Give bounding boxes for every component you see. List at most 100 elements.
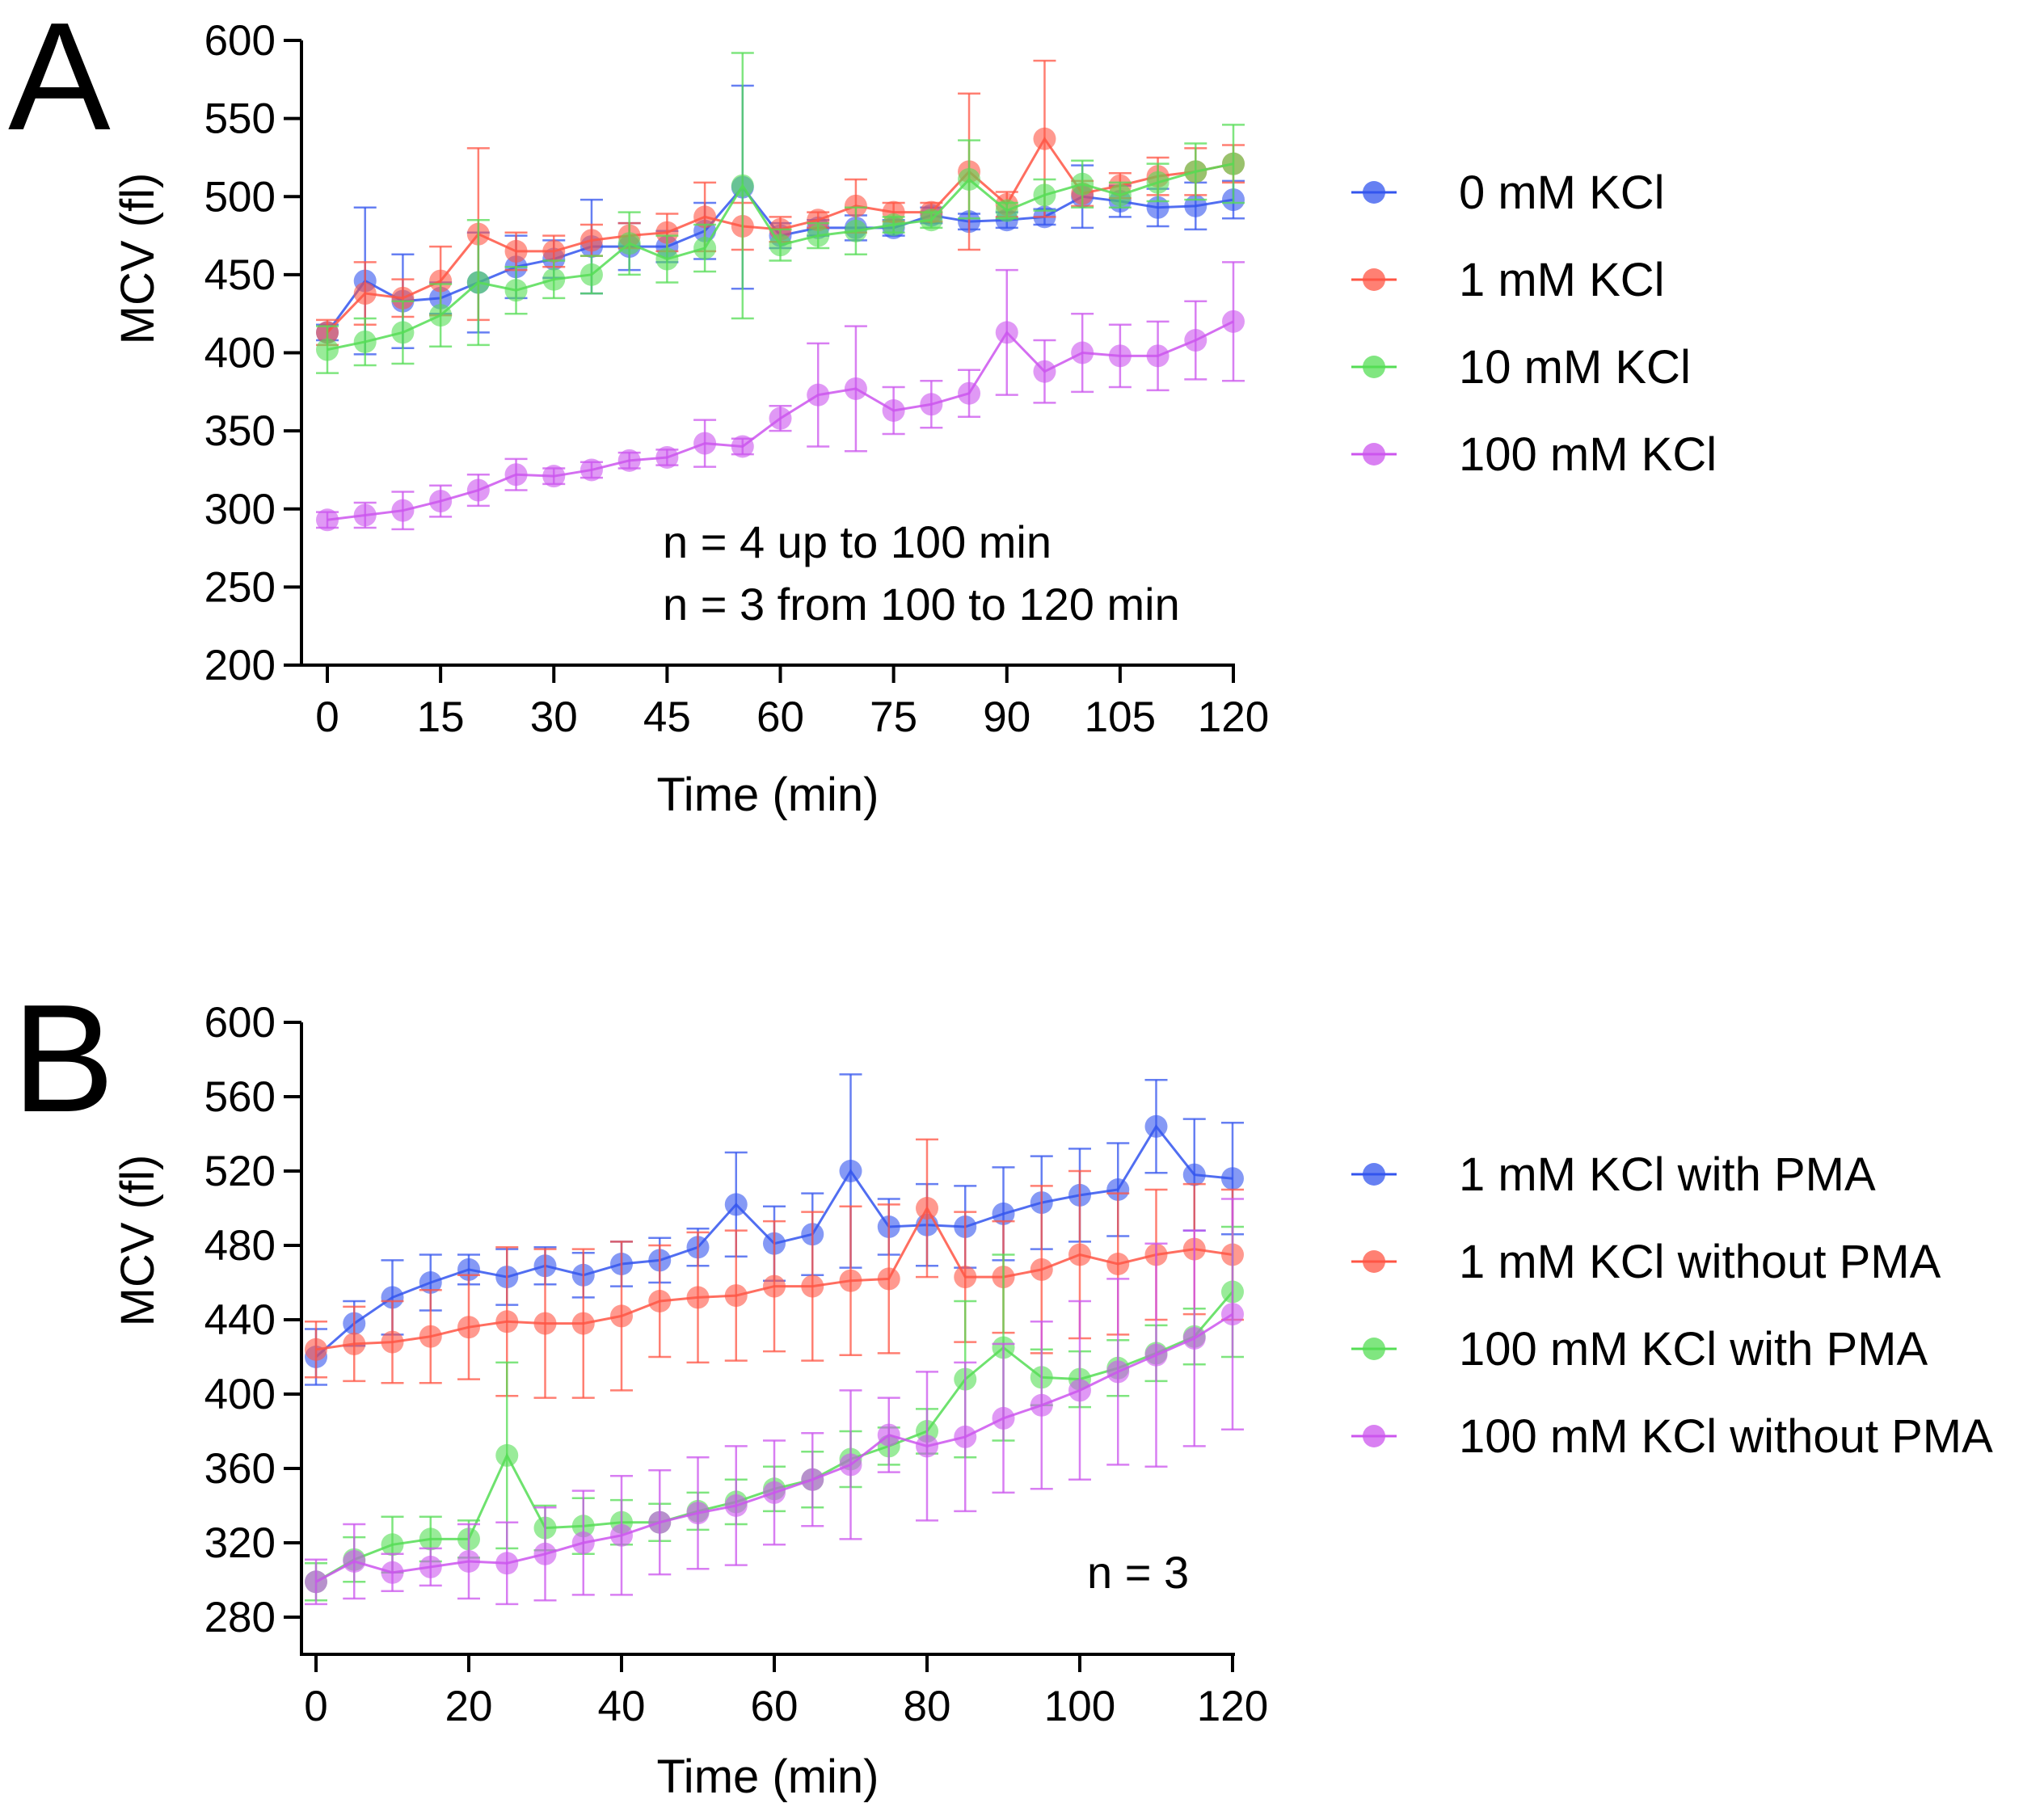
data-point (958, 167, 981, 191)
data-point (1182, 1163, 1206, 1186)
y-tick-label: 550 (204, 95, 276, 143)
data-point (954, 1425, 977, 1448)
data-point (1146, 171, 1170, 194)
data-point (1071, 172, 1094, 196)
data-point (655, 445, 679, 469)
data-point (844, 219, 867, 242)
x-tick-label: 105 (1085, 693, 1156, 741)
data-point (807, 224, 830, 247)
data-point (920, 209, 943, 232)
x-tick-label: 40 (598, 1683, 646, 1730)
legend-item: 100 mM KCl (1351, 428, 1717, 481)
data-point (579, 458, 603, 482)
data-point (381, 1286, 404, 1309)
data-point (769, 234, 792, 257)
panel-a-annotation-line-2: n = 3 from 100 to 120 min (663, 579, 1180, 630)
data-point (542, 268, 566, 291)
data-point (419, 1555, 442, 1578)
data-point (305, 1338, 327, 1361)
legend-marker (1363, 268, 1385, 291)
legend-item: 1 mM KCl with PMA (1351, 1148, 1876, 1201)
panel-a-plot-area (316, 52, 1245, 532)
data-point (731, 435, 754, 458)
data-point (429, 490, 453, 513)
x-tick-label: 90 (983, 693, 1030, 741)
panel-a-x-axis-title: Time (min) (657, 769, 879, 821)
data-point (686, 1502, 710, 1525)
panel-b: B MCV (fl) Time (min) 280320360400440480… (12, 973, 1993, 1803)
x-tick-label: 0 (315, 693, 339, 741)
data-point (617, 449, 641, 472)
legend-item: 100 mM KCl without PMA (1351, 1410, 1993, 1463)
data-point (807, 383, 830, 407)
data-point (457, 1550, 480, 1573)
x-tick-label: 120 (1197, 1683, 1268, 1730)
legend-item: 100 mM KCl with PMA (1351, 1323, 1928, 1376)
data-point (429, 304, 453, 327)
panel-a-x-ticks: 0 15 30 45 60 75 90 105 120 (315, 665, 1269, 741)
legend-marker (1363, 356, 1385, 378)
data-point (763, 1274, 786, 1298)
panel-b-y-ticks: 280 320 360 400 440 480 520 560 600 (204, 999, 301, 1641)
data-point (801, 1274, 824, 1298)
x-tick-label: 60 (751, 1683, 799, 1730)
data-point (1033, 127, 1056, 150)
legend-label: 10 mM KCl (1459, 341, 1691, 394)
data-point (1068, 1379, 1091, 1402)
panel-b-annotation: n = 3 (1087, 1547, 1189, 1598)
data-point (1146, 344, 1170, 368)
data-point (686, 1286, 710, 1309)
y-tick-label: 250 (204, 563, 276, 611)
legend-marker (1363, 1338, 1385, 1360)
data-point (305, 1570, 327, 1594)
series-1-mm-kcl-without-pma (305, 1138, 1244, 1399)
x-tick-label: 45 (643, 693, 691, 741)
data-point (992, 1406, 1015, 1430)
data-point (693, 432, 717, 455)
y-tick-label: 400 (204, 1371, 276, 1418)
data-point (353, 503, 377, 527)
panel-a: A MCV (fl) Time (min) 200250300350400450… (8, 0, 1717, 821)
data-point (542, 465, 566, 488)
data-point (724, 1193, 748, 1216)
legend-label: 1 mM KCl with PMA (1459, 1148, 1876, 1201)
data-point (807, 209, 830, 232)
legend-marker (1363, 443, 1385, 466)
data-point (877, 1267, 900, 1291)
legend-item: 0 mM KCl (1351, 166, 1665, 219)
data-point (954, 1266, 977, 1289)
x-tick-label: 60 (756, 693, 804, 741)
y-tick-label: 350 (204, 407, 276, 455)
legend-label: 0 mM KCl (1459, 166, 1665, 219)
y-tick-label: 280 (204, 1594, 276, 1641)
data-point (839, 1269, 862, 1292)
data-point (995, 199, 1018, 222)
x-tick-label: 30 (530, 693, 578, 741)
series-10-mm-kcl (316, 52, 1245, 374)
data-point (839, 1453, 862, 1477)
y-tick-label: 450 (204, 251, 276, 299)
legend-label: 100 mM KCl without PMA (1459, 1410, 1993, 1463)
data-point (504, 239, 528, 263)
data-point (419, 1527, 442, 1551)
legend-label: 100 mM KCl with PMA (1459, 1323, 1928, 1376)
data-point (466, 478, 490, 502)
data-point (1182, 1327, 1206, 1350)
y-tick-label: 400 (204, 330, 276, 377)
panel-b-plot-area (305, 1073, 1244, 1606)
data-point (882, 399, 905, 423)
data-point (769, 407, 792, 430)
y-tick-label: 600 (204, 17, 276, 65)
y-tick-label: 200 (204, 642, 276, 689)
data-point (381, 1561, 404, 1584)
data-point (1030, 1258, 1053, 1281)
legend-item: 1 mM KCl without PMA (1351, 1236, 1941, 1288)
data-point (1033, 183, 1056, 207)
legend-label: 1 mM KCl (1459, 254, 1665, 306)
panel-a-y-axis-title: MCV (fl) (112, 173, 164, 345)
data-point (1030, 1393, 1053, 1417)
data-point (648, 1510, 672, 1534)
data-point (1144, 1343, 1168, 1367)
data-point (844, 194, 867, 217)
